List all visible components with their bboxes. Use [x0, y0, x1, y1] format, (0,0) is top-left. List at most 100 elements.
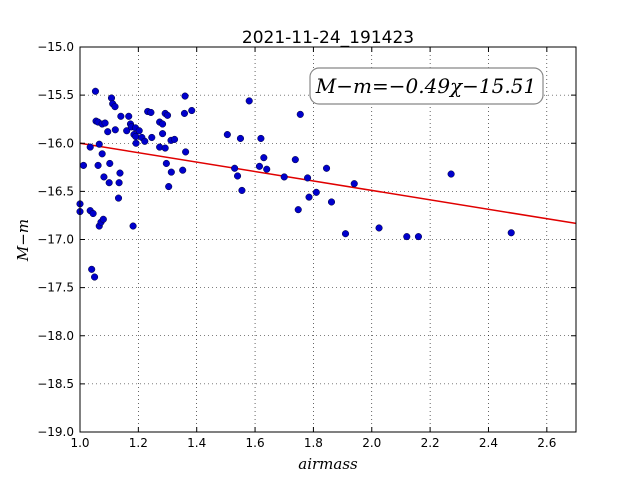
data-points — [76, 87, 515, 281]
data-point — [304, 174, 312, 182]
data-point — [182, 148, 190, 156]
grid-lines — [79, 46, 576, 433]
data-point — [234, 172, 242, 180]
data-point — [148, 133, 156, 142]
data-point — [296, 110, 304, 118]
data-point — [100, 173, 108, 181]
data-point — [414, 233, 422, 241]
data-point — [125, 112, 133, 120]
fit-line — [79, 142, 577, 225]
axis-ticks — [79, 46, 576, 433]
data-point — [95, 140, 103, 148]
y-tick-label: −18.5 — [37, 377, 74, 391]
data-point — [99, 215, 107, 223]
x-tick-label: 1.0 — [70, 436, 89, 450]
x-tick-label: 2.6 — [537, 436, 556, 450]
data-point — [114, 194, 123, 202]
fit-line-group — [79, 142, 577, 225]
y-tick-label: −15.5 — [37, 88, 74, 102]
data-point — [91, 273, 99, 281]
data-point — [165, 183, 173, 191]
data-point — [98, 150, 106, 158]
data-point — [280, 173, 288, 181]
data-point — [88, 265, 96, 273]
x-axis-label: airmass — [298, 455, 358, 473]
data-point — [89, 209, 97, 218]
data-point — [106, 159, 114, 168]
y-tick-label: −18.0 — [37, 329, 74, 343]
data-point — [223, 131, 231, 139]
data-point — [101, 119, 109, 127]
data-point — [141, 137, 149, 145]
annotation-box — [309, 67, 544, 105]
data-point — [179, 166, 187, 174]
data-point — [327, 198, 336, 206]
data-point — [260, 154, 268, 162]
x-tick-label: 2.4 — [479, 436, 498, 450]
data-point — [91, 87, 100, 95]
data-point — [294, 206, 302, 214]
x-tick-label: 1.6 — [246, 436, 265, 450]
data-point — [238, 186, 246, 194]
data-point — [111, 126, 119, 134]
data-point — [507, 229, 515, 237]
y-tick-label: −17.0 — [37, 233, 74, 247]
data-point — [132, 132, 140, 141]
data-point — [123, 127, 131, 135]
data-point — [403, 233, 411, 241]
data-point — [341, 230, 350, 238]
x-tick-label: 1.4 — [187, 436, 206, 450]
x-tick-label: 1.2 — [129, 436, 148, 450]
x-tick-label: 2.0 — [362, 436, 381, 450]
data-point — [163, 111, 172, 119]
data-point — [180, 109, 189, 117]
data-point — [161, 144, 169, 152]
data-point — [129, 222, 137, 230]
data-point — [159, 130, 167, 138]
data-point — [257, 134, 265, 142]
data-point — [107, 94, 116, 102]
y-tick-label: −17.5 — [37, 281, 74, 295]
fit-equation-annotation: M−m=−0.49χ−15.51 — [309, 67, 544, 105]
data-point — [111, 103, 119, 111]
data-point — [291, 156, 299, 164]
data-point — [159, 120, 167, 128]
data-point — [94, 161, 102, 169]
data-point — [188, 106, 196, 115]
data-point — [263, 165, 271, 173]
annotation-text: M−m=−0.49χ−15.51 — [315, 74, 536, 98]
data-point — [236, 134, 245, 142]
data-point — [117, 112, 125, 120]
data-point — [105, 179, 113, 187]
y-tick-label: −16.0 — [37, 136, 74, 150]
x-tick-label: 1.8 — [304, 436, 323, 450]
data-point — [115, 179, 123, 187]
chart-title: 2021-11-24_191423 — [242, 28, 414, 48]
data-point — [135, 127, 143, 135]
y-tick-label: −19.0 — [37, 425, 74, 439]
data-point — [167, 168, 175, 176]
y-tick-label: −15.0 — [37, 40, 74, 54]
data-point — [231, 164, 239, 172]
data-point — [375, 224, 383, 232]
data-point — [147, 108, 155, 116]
data-point — [116, 169, 124, 177]
data-point — [305, 193, 313, 201]
data-point — [132, 139, 140, 147]
data-point — [79, 161, 88, 169]
data-point — [162, 159, 170, 168]
y-tick-labels: −15.0 −15.5 −16.0 −16.5 −17.0 −17.5 −18.0 −18.5… — [37, 40, 74, 439]
x-tick-labels: 1.0 1.2 1.4 1.6 1.8 2.0 2.2 2.4 2.6 — [70, 436, 556, 450]
x-tick-label: 2.2 — [421, 436, 440, 450]
data-point — [447, 170, 455, 178]
data-point — [181, 92, 189, 100]
data-point — [312, 188, 320, 196]
y-axis-label: M−m — [14, 219, 32, 262]
data-point — [170, 135, 179, 143]
data-point — [104, 128, 112, 136]
data-point — [245, 97, 253, 105]
data-point — [255, 162, 263, 170]
data-point — [86, 143, 94, 151]
y-tick-label: −16.5 — [37, 184, 74, 198]
